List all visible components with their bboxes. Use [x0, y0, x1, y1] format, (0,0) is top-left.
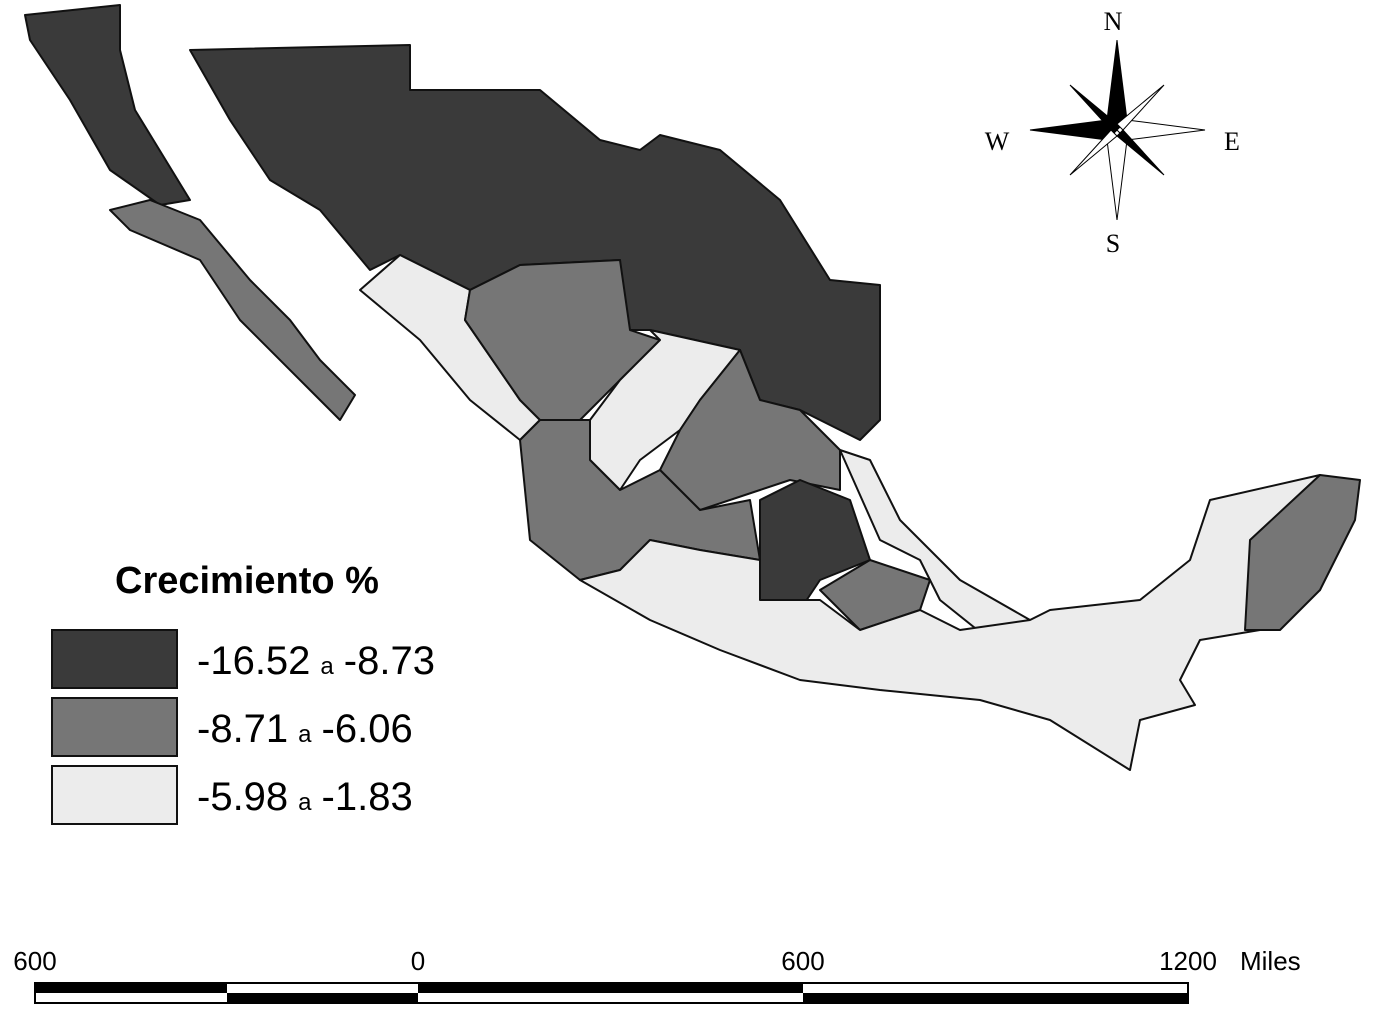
- legend-from: -16.52: [197, 639, 310, 683]
- legend-from: -8.71: [197, 707, 288, 751]
- scale-label: 1200: [1159, 946, 1217, 976]
- scale-label: 600: [781, 946, 824, 976]
- scale-bar-segment: [35, 983, 227, 993]
- compass-label: N: [1104, 7, 1123, 36]
- legend-sep: a: [298, 721, 312, 748]
- legend-from: -5.98: [197, 775, 288, 819]
- compass-label: W: [985, 127, 1010, 156]
- legend-title: Crecimiento %: [115, 560, 379, 602]
- compass-arm: [1116, 119, 1206, 141]
- legend-to: -8.73: [344, 639, 435, 683]
- region: [24, 4, 191, 206]
- scale-bar-segment: [227, 993, 418, 1003]
- compass: N S E W: [985, 7, 1240, 258]
- compass-arm: [1116, 84, 1165, 131]
- legend: Crecimiento % -16.52 a -8.73 -8.71 a -6.06 -5.…: [51, 560, 435, 825]
- compass-arm: [1069, 129, 1118, 176]
- compass-arm: [1106, 39, 1128, 131]
- compass-arm: [1069, 84, 1118, 131]
- legend-swatch: [51, 765, 178, 825]
- scale-label: 0: [411, 946, 425, 976]
- legend-sep: a: [298, 789, 312, 816]
- scale-bar-segment: [803, 993, 1188, 1003]
- legend-to: -6.06: [322, 707, 413, 751]
- compass-arm: [1106, 129, 1128, 221]
- scale-bar: 600 0 600 1200 Miles: [13, 946, 1301, 1004]
- region: [109, 199, 356, 421]
- legend-to: -1.83: [322, 775, 413, 819]
- compass-arm: [1116, 129, 1165, 176]
- map: [24, 4, 1361, 771]
- legend-label: -16.52 a -8.73: [197, 639, 435, 683]
- legend-swatch: [51, 697, 178, 757]
- compass-label: S: [1106, 229, 1120, 258]
- region: [1244, 474, 1361, 631]
- scale-label: 600: [13, 946, 56, 976]
- compass-label: E: [1224, 127, 1240, 156]
- scale-unit: Miles: [1240, 946, 1301, 976]
- legend-label: -5.98 a -1.83: [197, 775, 413, 819]
- legend-label: -8.71 a -6.06: [197, 707, 413, 751]
- legend-swatch: [51, 629, 178, 689]
- scale-bar-segment: [418, 983, 803, 993]
- legend-sep: a: [320, 653, 334, 680]
- region: [819, 559, 931, 631]
